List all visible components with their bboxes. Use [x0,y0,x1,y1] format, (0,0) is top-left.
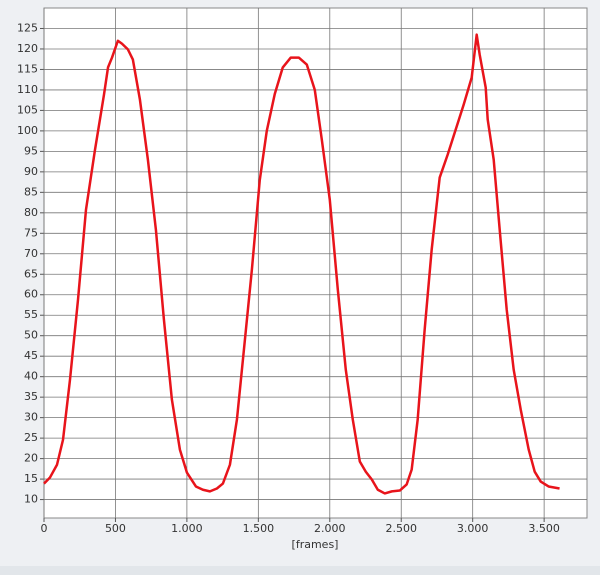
y-tick-label: 120 [17,42,38,55]
y-tick-label: 125 [17,21,38,34]
y-tick-label: 75 [24,226,38,239]
y-tick-label: 115 [17,62,38,75]
x-tick-label: 500 [105,522,126,535]
x-tick-label: 3.000 [457,522,489,535]
y-tick-label: 110 [17,83,38,96]
y-tick-label: 95 [24,144,38,157]
x-tick-label: 1.500 [243,522,275,535]
y-tick-label: 85 [24,185,38,198]
x-axis-label: [frames] [292,538,339,551]
y-tick-label: 30 [24,411,38,424]
y-tick-label: 45 [24,349,38,362]
y-tick-label: 35 [24,390,38,403]
y-tick-label: 80 [24,206,38,219]
y-tick-label: 90 [24,165,38,178]
y-tick-label: 50 [24,329,38,342]
y-tick-label: 65 [24,267,38,280]
y-tick-label: 40 [24,370,38,383]
x-tick-label: 2.000 [314,522,346,535]
x-tick-label: 2.500 [385,522,417,535]
y-tick-label: 100 [17,124,38,137]
y-tick-label: 25 [24,431,38,444]
y-tick-label: 15 [24,472,38,485]
y-tick-label: 70 [24,247,38,260]
x-tick-label: 1.000 [171,522,203,535]
y-tick-label: 60 [24,288,38,301]
data-line [43,33,560,495]
y-tick-label: 105 [17,103,38,116]
status-strip [0,566,600,575]
plot-area [43,7,588,519]
y-tick-label: 20 [24,452,38,465]
x-tick-label: 0 [41,522,48,535]
y-tick-label: 10 [24,493,38,506]
y-tick-label: 55 [24,308,38,321]
x-tick-label: 3.500 [528,522,560,535]
